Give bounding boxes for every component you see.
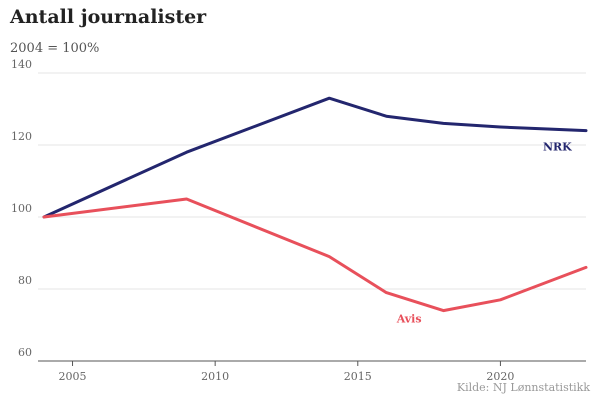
chart-subtitle: 2004 = 100% bbox=[10, 41, 100, 56]
series-line-nrk bbox=[42, 96, 588, 219]
y-tick-label: 140 bbox=[11, 58, 32, 71]
grid-lines bbox=[38, 72, 586, 362]
series-labels: NRK Avis bbox=[396, 141, 572, 326]
series-label-avis: Avis bbox=[396, 313, 422, 326]
x-tick-label: 2005 bbox=[59, 370, 87, 383]
chart-source: Kilde: NJ Lønnstatistikk bbox=[456, 381, 590, 394]
axis-ticks: 60 80 100 120 140 2005 2010 2015 2020 bbox=[11, 58, 514, 383]
series-line-avis bbox=[42, 197, 588, 313]
series-lines bbox=[42, 96, 588, 313]
y-tick-label: 80 bbox=[18, 274, 32, 287]
series-label-nrk: NRK bbox=[543, 141, 572, 154]
y-tick-label: 60 bbox=[18, 346, 32, 359]
y-tick-label: 100 bbox=[11, 202, 32, 215]
y-tick-label: 120 bbox=[11, 130, 32, 143]
chart-title: Antall journalister bbox=[10, 6, 207, 28]
x-tick-label: 2010 bbox=[201, 370, 229, 383]
x-tick-label: 2015 bbox=[344, 370, 372, 383]
x-tick-label: 2020 bbox=[486, 370, 514, 383]
